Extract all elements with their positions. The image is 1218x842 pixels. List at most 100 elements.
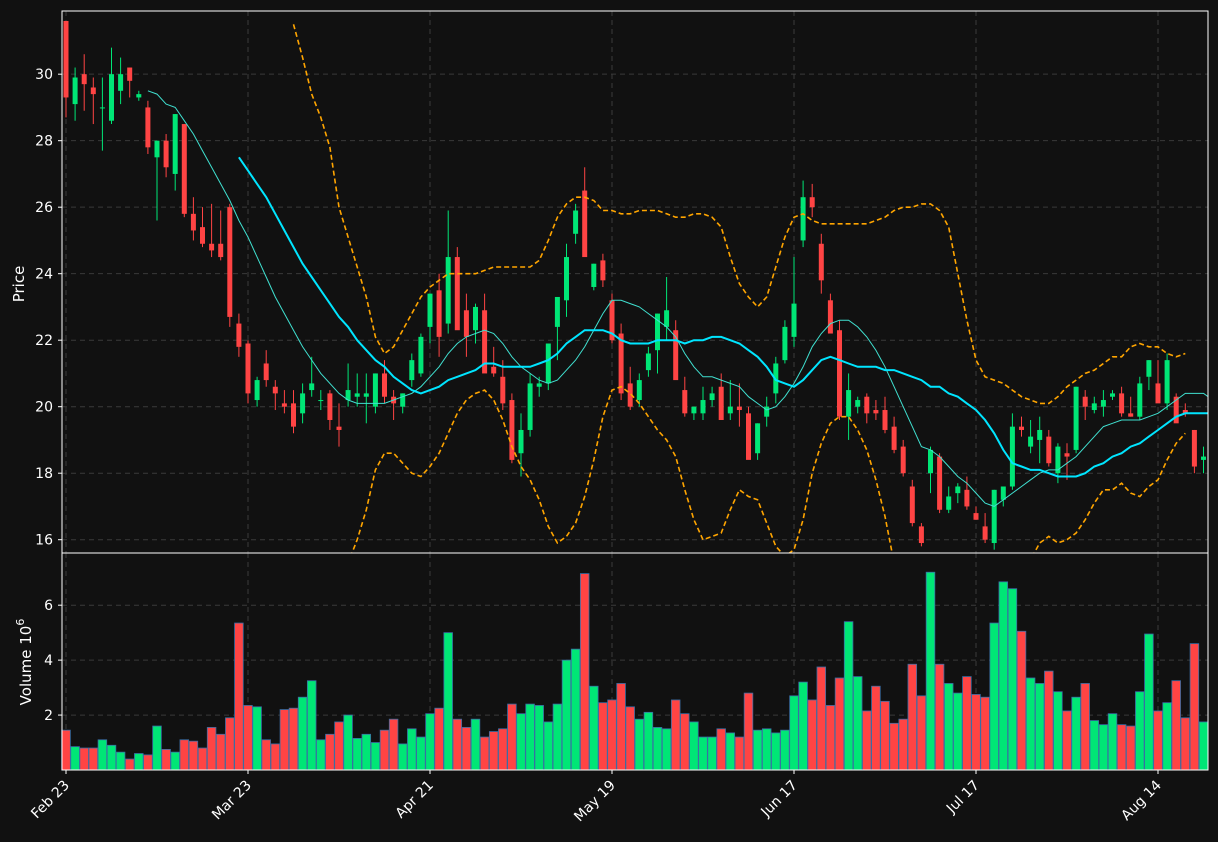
volume-bar: [598, 702, 608, 771]
volume-bar: [1044, 670, 1054, 771]
volume-y-tick-label: 6: [44, 598, 53, 614]
volume-bar: [1089, 720, 1100, 771]
candle-body: [709, 393, 715, 401]
candle-body: [573, 210, 579, 234]
short-moving-average-line: [147, 90, 1208, 507]
candle-body: [855, 400, 861, 407]
volume-bar: [297, 696, 308, 771]
candle-body: [718, 386, 724, 420]
volume-bar: [143, 754, 153, 771]
candle-body: [109, 74, 114, 121]
volume-bar: [843, 621, 854, 771]
candle-body: [1182, 410, 1188, 414]
volume-bar: [1162, 702, 1172, 771]
candle-body: [1119, 393, 1125, 414]
candle-body: [345, 390, 351, 401]
candle-body: [664, 310, 670, 327]
volume-bar: [852, 676, 863, 771]
candle-body: [145, 107, 151, 148]
volume-bar: [1125, 725, 1136, 771]
candle-body: [500, 376, 506, 404]
candle-body: [181, 124, 187, 214]
volume-bar: [916, 695, 927, 771]
volume-bar: [306, 680, 317, 771]
candle-body: [891, 426, 897, 450]
volume-bar: [834, 677, 845, 771]
candle-body: [118, 74, 124, 91]
candle-body: [372, 373, 378, 407]
volume-axis-label-text: Volume 10: [17, 626, 35, 706]
candle-body: [554, 296, 560, 327]
candle-body: [955, 486, 961, 494]
candle-body: [636, 380, 642, 401]
volume-bar: [607, 699, 617, 771]
candle-body: [1146, 360, 1152, 377]
candle-body: [846, 390, 852, 417]
candle-body: [418, 336, 424, 374]
volume-bar: [70, 746, 80, 771]
volume-bar: [334, 721, 344, 771]
volume-axis-label: Volume 106: [14, 619, 35, 706]
candle-body: [509, 400, 515, 460]
candle-body: [536, 383, 542, 387]
volume-bar: [552, 703, 563, 771]
volume-bar: [889, 722, 899, 771]
candle-body: [755, 423, 761, 454]
volume-bars: [61, 571, 1209, 771]
volume-bar: [261, 739, 271, 771]
volume-bar: [1107, 713, 1118, 771]
volume-bar: [407, 728, 417, 771]
volume-bar: [698, 736, 708, 771]
volume-bar: [498, 728, 508, 771]
candle-body: [63, 20, 69, 98]
candle-body: [764, 406, 770, 417]
candle-body: [900, 446, 906, 474]
candle-body: [873, 410, 879, 414]
volume-bar: [752, 729, 763, 771]
candle-body: [300, 393, 306, 414]
candle-body: [272, 386, 278, 394]
volume-y-ticks: 2 4 6: [44, 598, 62, 724]
candle-body: [937, 456, 943, 510]
volume-bar: [115, 751, 126, 771]
volume-bar: [743, 692, 754, 771]
candle-body: [463, 310, 469, 337]
candle-body: [309, 383, 315, 391]
volume-bar: [680, 713, 690, 771]
candle-body: [1082, 396, 1088, 407]
candle-body: [218, 243, 224, 258]
volume-bar: [579, 573, 590, 771]
volume-bar: [1071, 696, 1081, 771]
candle-body: [673, 330, 679, 381]
candle-body: [700, 400, 706, 414]
candle-body: [618, 333, 624, 394]
price-y-tick-label: 28: [35, 134, 53, 150]
volume-bar: [170, 751, 180, 771]
volume-bar: [934, 663, 945, 771]
volume-bar: [134, 753, 144, 771]
candle-body: [909, 486, 915, 524]
volume-bar: [880, 700, 890, 771]
volume-bar: [61, 729, 71, 771]
candle-body: [318, 400, 324, 402]
candle-body: [1137, 383, 1143, 417]
volume-bar: [1180, 717, 1191, 771]
candle-body: [400, 393, 406, 407]
candle-body: [1073, 386, 1079, 450]
volume-bar: [1007, 588, 1018, 771]
candle-body: [1201, 456, 1206, 460]
volume-bar: [1189, 643, 1200, 771]
candle-body: [818, 243, 824, 281]
volume-bar: [79, 747, 89, 771]
volume-bar: [234, 622, 244, 771]
candle-body: [946, 496, 952, 510]
volume-bar: [97, 739, 108, 771]
candle-body: [727, 406, 733, 414]
volume-bar: [279, 709, 290, 771]
candle-body: [72, 77, 78, 105]
candle-body: [782, 326, 788, 361]
volume-bar: [570, 648, 581, 771]
volume-bar: [470, 718, 481, 771]
volume-bar: [689, 721, 699, 771]
